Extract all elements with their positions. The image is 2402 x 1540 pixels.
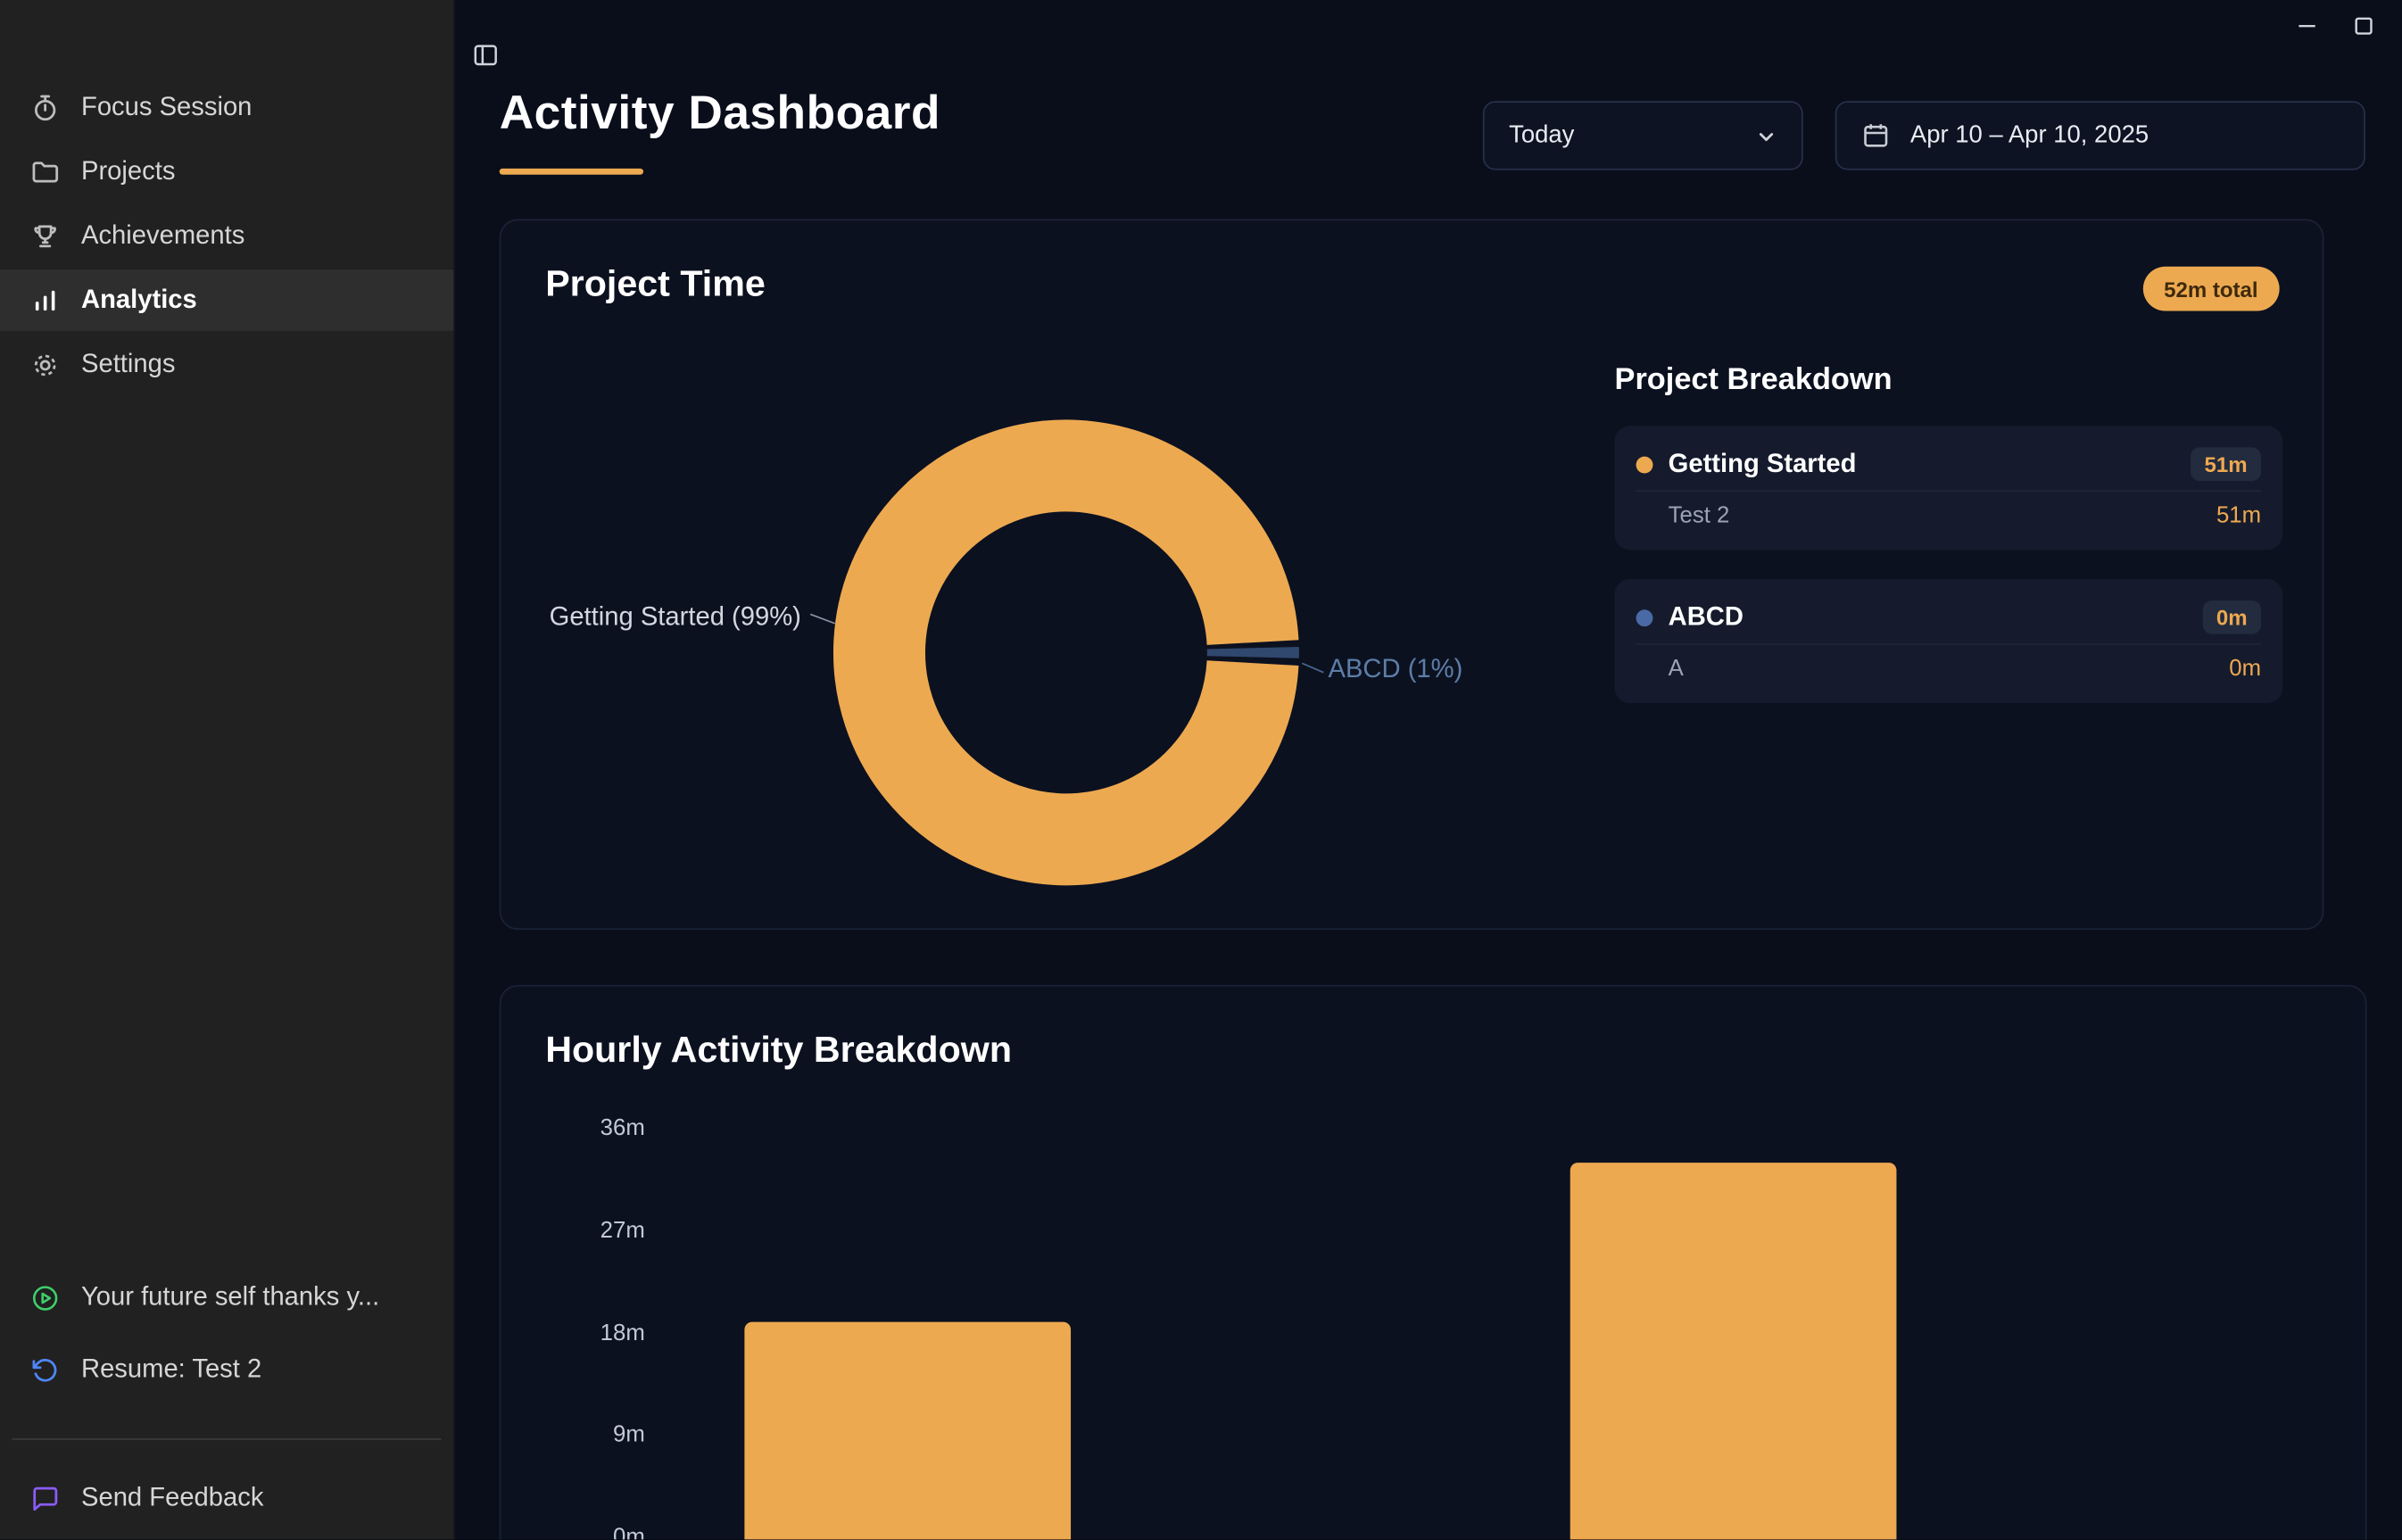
send-feedback-button[interactable]: Send Feedback <box>0 1477 453 1519</box>
motivation-message[interactable]: Your future self thanks y... <box>0 1276 453 1319</box>
donut-svg <box>809 419 1324 886</box>
project-group-getting-started: Getting Started 51m Test 2 51m <box>1614 426 2283 551</box>
y-axis-tick-label: 18m <box>600 1320 645 1346</box>
history-icon <box>30 1355 60 1385</box>
sidebar: Focus Session Projects Achievements Anal… <box>0 0 455 1540</box>
project-time-donut-chart: Getting Started (99%) ABCD (1%) <box>538 369 1611 929</box>
project-color-dot <box>1636 455 1653 473</box>
hourly-bar <box>744 1321 1072 1540</box>
timer-icon <box>30 93 60 122</box>
hourly-bar-chart: 36m 27m 18m 9m 0m <box>501 987 2365 1540</box>
sidebar-item-analytics[interactable]: Analytics <box>0 269 454 331</box>
date-range-value: Apr 10 – Apr 10, 2025 <box>1909 121 2149 148</box>
hourly-bar <box>1570 1163 1897 1540</box>
y-axis-tick-label: 9m <box>613 1421 645 1448</box>
project-time-card: Project Time 52m total Getting Started (… <box>499 219 2324 931</box>
donut-segment-getting-started <box>832 419 1299 886</box>
trophy-icon <box>30 221 60 251</box>
project-breakdown-title: Project Breakdown <box>1614 362 1893 397</box>
gear-icon <box>30 350 60 379</box>
donut-segment-abcd <box>832 419 1299 886</box>
date-range-picker[interactable]: Apr 10 – Apr 10, 2025 <box>1835 101 2365 170</box>
task-row: A 0m <box>1636 643 2262 691</box>
sidebar-item-achievements[interactable]: Achievements <box>0 205 453 267</box>
title-accent-bar <box>499 168 644 175</box>
hourly-activity-title: Hourly Activity Breakdown <box>545 1029 1012 1072</box>
hourly-activity-card: Hourly Activity Breakdown 36m 27m 18m 9m 0m <box>499 984 2367 1540</box>
sidebar-item-focus-session[interactable]: Focus Session <box>0 77 453 138</box>
calendar-icon <box>1861 121 1891 151</box>
sidebar-item-projects[interactable]: Projects <box>0 141 453 203</box>
window-maximize-button[interactable] <box>2348 11 2379 41</box>
donut-leader-line-left <box>809 613 835 625</box>
window-minimize-button[interactable] <box>2291 11 2322 41</box>
sidebar-toggle-button[interactable] <box>468 37 504 73</box>
sidebar-divider <box>12 1438 442 1440</box>
sidebar-item-label: Analytics <box>80 285 197 314</box>
task-name: Test 2 <box>1668 501 1730 528</box>
project-group-header: ABCD 0m <box>1636 592 2262 643</box>
project-total-badge: 0m <box>2202 600 2262 634</box>
total-time-badge: 52m total <box>2142 266 2280 311</box>
sidebar-item-settings[interactable]: Settings <box>0 334 453 395</box>
sidebar-item-label: Settings <box>80 349 176 379</box>
task-time: 0m <box>2229 654 2262 682</box>
donut-callout-abcd: ABCD (1%) <box>1328 654 1463 683</box>
resume-label: Resume: Test 2 <box>80 1354 262 1384</box>
project-group-abcd: ABCD 0m A 0m <box>1614 578 2283 704</box>
date-range-select-value: Today <box>1509 121 1575 148</box>
y-axis-tick-label: 27m <box>600 1217 645 1244</box>
sidebar-item-label: Projects <box>80 156 176 186</box>
project-time-title: Project Time <box>545 263 766 305</box>
chat-icon <box>30 1484 60 1513</box>
sidebar-item-label: Achievements <box>80 220 245 250</box>
play-circle-icon <box>30 1283 60 1312</box>
send-feedback-label: Send Feedback <box>80 1482 264 1512</box>
project-group-header: Getting Started 51m <box>1636 438 2262 490</box>
donut-callout-getting-started: Getting Started (99%) <box>549 601 801 632</box>
y-axis-tick-label: 0m <box>613 1524 645 1540</box>
sidebar-item-label: Focus Session <box>80 92 253 121</box>
resume-session-button[interactable]: Resume: Test 2 <box>0 1348 453 1391</box>
task-row: Test 2 51m <box>1636 490 2262 537</box>
y-axis-tick-label: 36m <box>600 1114 645 1142</box>
task-time: 51m <box>2216 501 2262 528</box>
chevron-down-icon <box>1752 121 1780 149</box>
page-title: Activity Dashboard <box>499 86 941 140</box>
bar-chart-icon <box>30 286 60 315</box>
date-range-select[interactable]: Today <box>1482 101 1803 170</box>
task-name: A <box>1668 654 1684 682</box>
main-content: Activity Dashboard Today Apr 10 – Apr 10… <box>455 0 2402 1540</box>
project-name: ABCD <box>1668 601 1744 632</box>
sidebar-nav: Focus Session Projects Achievements Anal… <box>0 77 454 399</box>
donut-leader-line-right <box>1301 662 1324 674</box>
project-name: Getting Started <box>1668 449 1857 478</box>
project-color-dot <box>1636 609 1653 626</box>
project-total-badge: 51m <box>2191 447 2262 482</box>
folder-icon <box>30 157 60 186</box>
motivation-label: Your future self thanks y... <box>80 1281 380 1312</box>
